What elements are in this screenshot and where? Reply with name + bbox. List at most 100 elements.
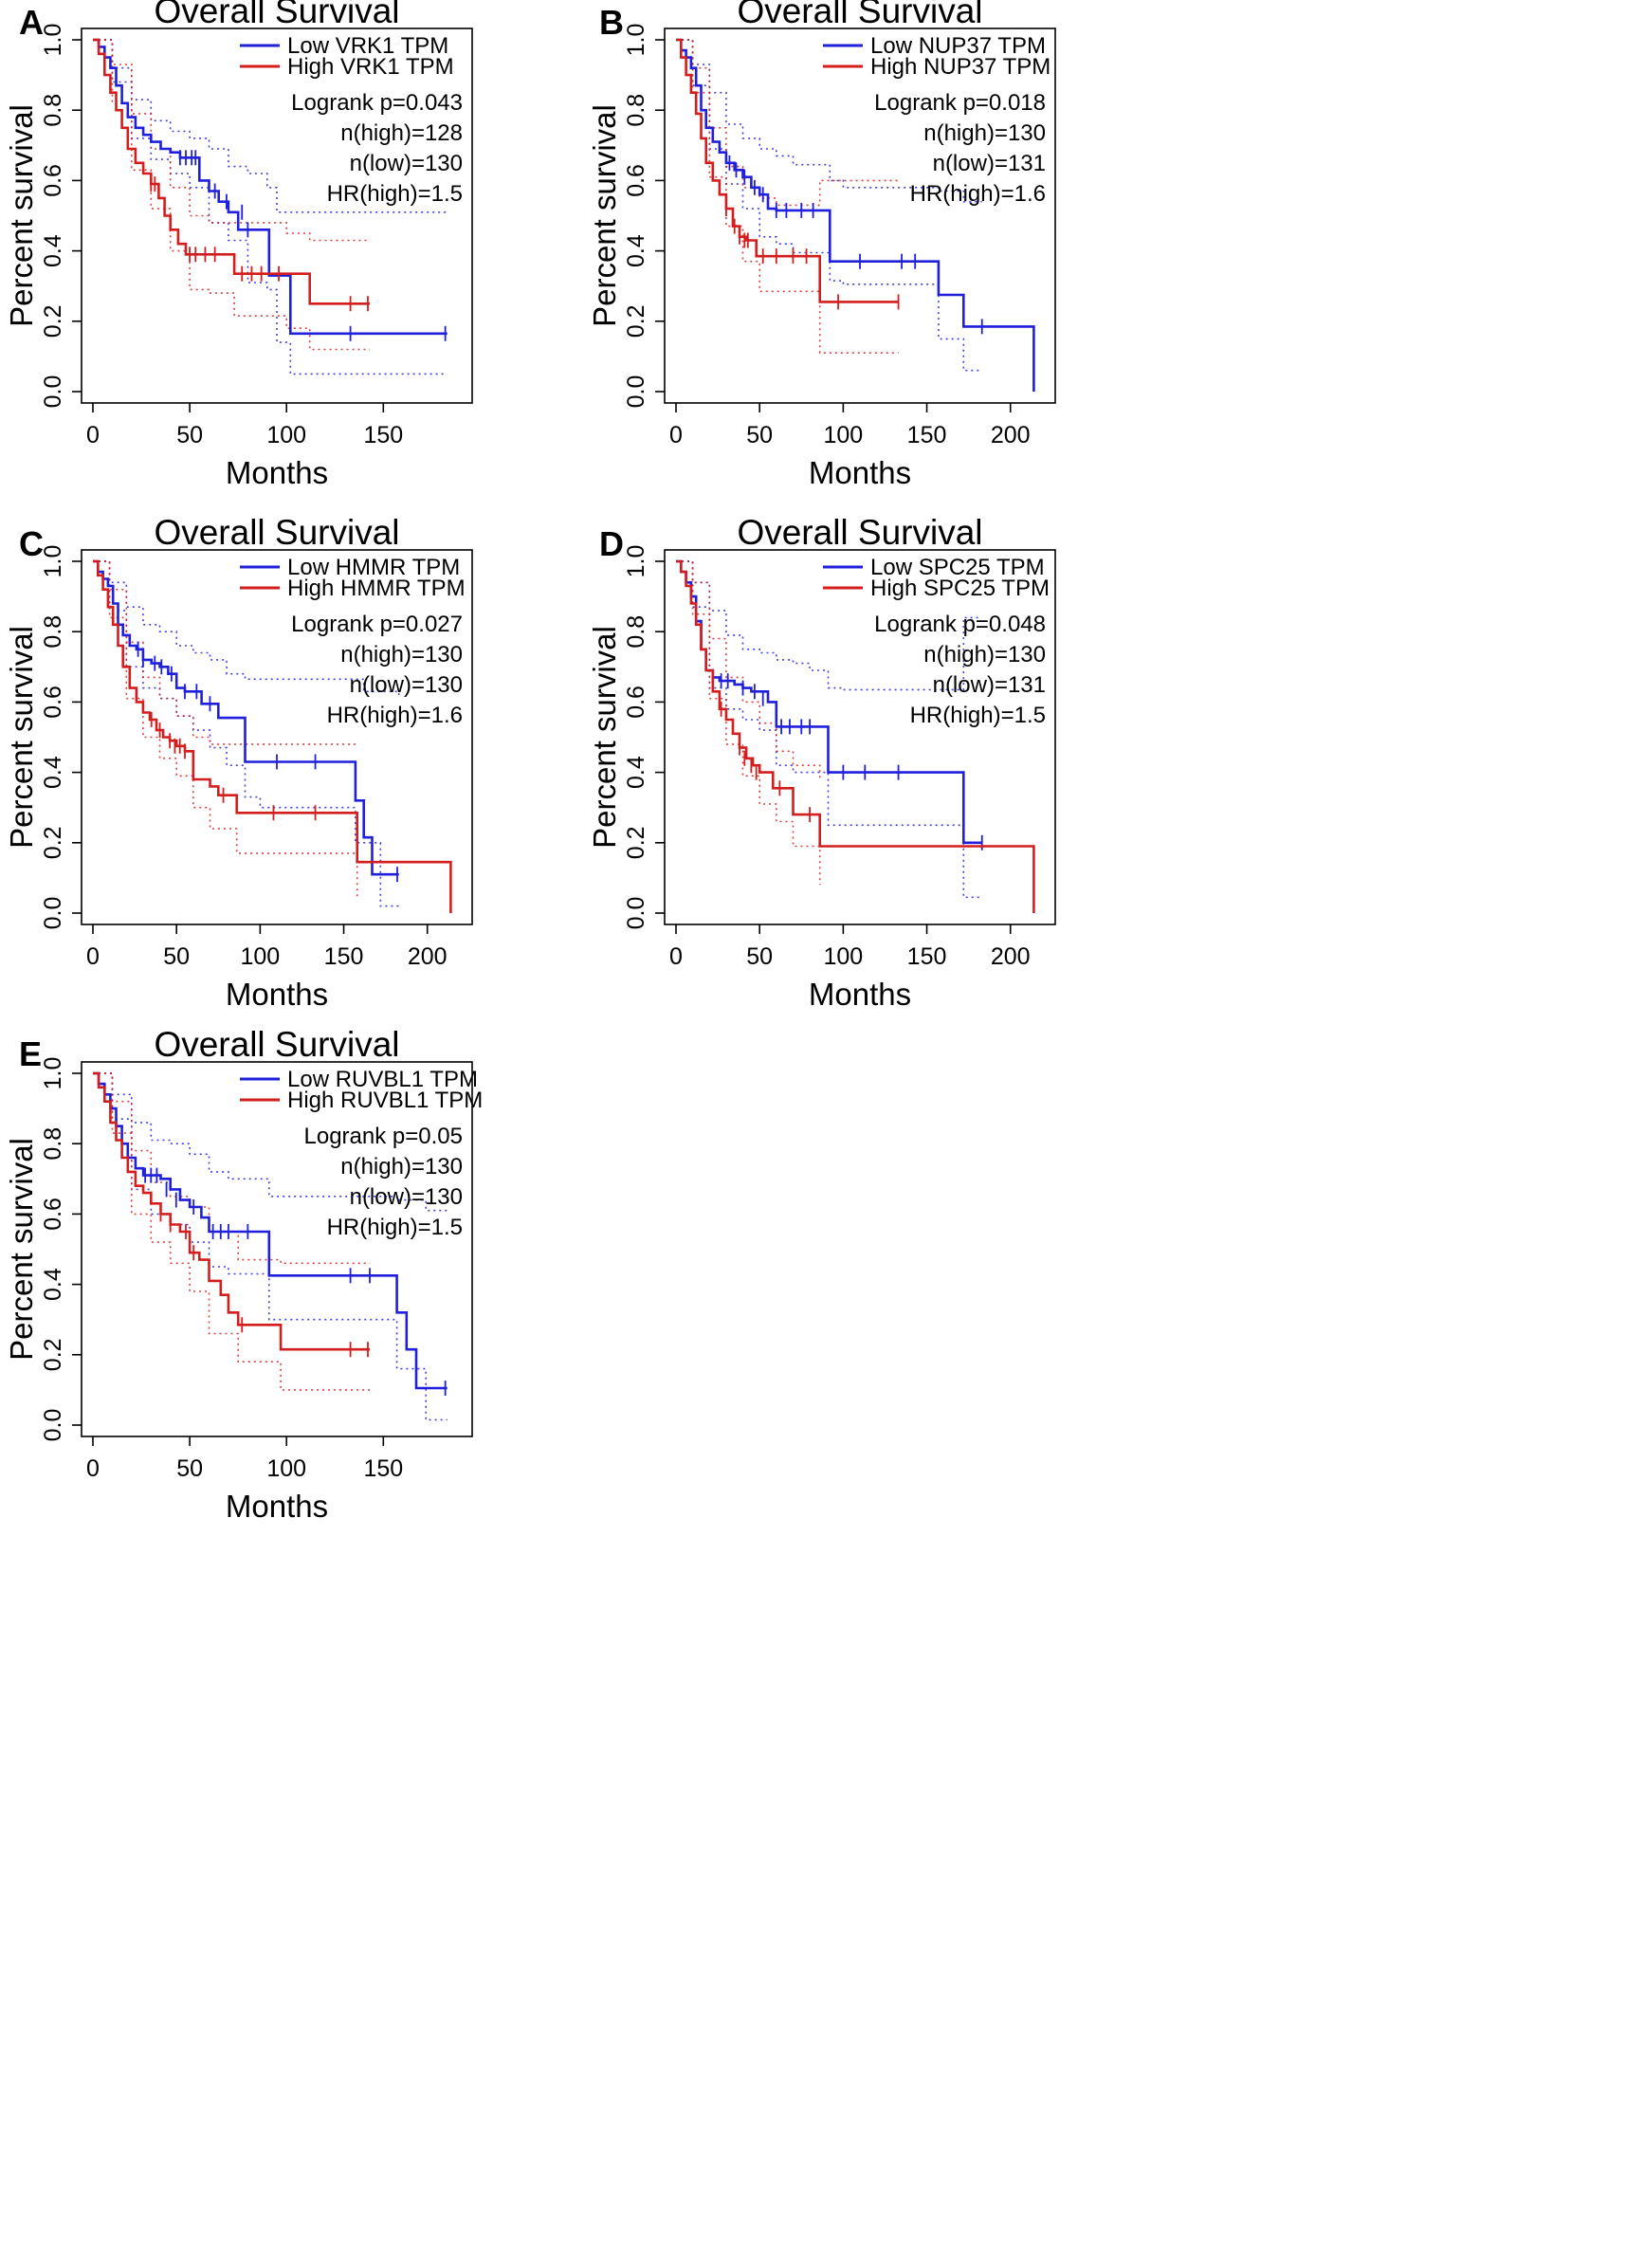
legend-label: High RUVBL1 TPM — [287, 1088, 483, 1113]
x-tick-label: 50 — [746, 422, 773, 448]
stat-text: HR(high)=1.6 — [910, 181, 1046, 207]
confidence-band-line — [93, 39, 448, 213]
legend-label: Low NUP37 TPM — [870, 33, 1046, 59]
y-tick-label: 0.8 — [623, 615, 649, 649]
confidence-band-line — [93, 1072, 448, 1212]
survival-curve — [93, 38, 448, 336]
stat-text: Logrank p=0.048 — [874, 612, 1046, 637]
stat-text: n(low)=131 — [933, 672, 1046, 698]
x-tick-label: 150 — [324, 943, 364, 970]
survival-curve — [93, 559, 452, 913]
stat-text: HR(high)=1.5 — [910, 703, 1046, 728]
stat-text: Logrank p=0.05 — [304, 1124, 463, 1149]
stat-text: n(high)=130 — [923, 642, 1046, 668]
stat-text: n(low)=130 — [350, 672, 463, 698]
confidence-band-line — [93, 39, 370, 242]
y-tick-label: 0.0 — [40, 375, 66, 409]
x-tick-label: 100 — [824, 943, 864, 970]
x-tick-label: 50 — [746, 943, 773, 970]
stat-text: n(high)=130 — [340, 642, 463, 668]
y-tick-label: 0.8 — [40, 94, 66, 127]
confidence-band-line — [676, 560, 821, 886]
legend-label: High VRK1 TPM — [287, 54, 454, 80]
x-tick-label: 150 — [363, 422, 403, 448]
survival-curve — [676, 38, 1035, 392]
legend-label: High NUP37 TPM — [870, 54, 1051, 80]
y-tick-label: 0.0 — [40, 1409, 66, 1442]
x-tick-label: 200 — [991, 422, 1031, 448]
x-tick-label: 200 — [991, 943, 1031, 970]
x-tick-label: 100 — [266, 1455, 306, 1482]
chart-title: Overall Survival — [154, 513, 399, 552]
panel-label: C — [19, 524, 44, 563]
confidence-band-line — [93, 1072, 370, 1265]
y-axis-title: Percent survival — [4, 626, 39, 849]
stat-text: HR(high)=1.5 — [327, 181, 463, 207]
stat-text: HR(high)=1.6 — [327, 703, 463, 728]
chart-panel-d: D Overall Survival 0 50 100 150 200 0.0 0.2 0.4 0.… — [587, 513, 1056, 1012]
stat-text: n(low)=130 — [350, 1184, 463, 1210]
plot-frame — [664, 27, 1056, 404]
legend-label: Low HMMR TPM — [287, 555, 460, 580]
x-axis-title: Months — [226, 455, 328, 490]
x-tick-label: 0 — [86, 943, 100, 970]
y-tick-label: 0.0 — [623, 897, 649, 930]
stat-text: n(high)=128 — [340, 120, 463, 146]
x-tick-label: 0 — [669, 943, 683, 970]
y-tick-label: 0.2 — [40, 304, 66, 338]
y-tick-label: 0.6 — [623, 164, 649, 197]
y-tick-label: 0.4 — [623, 234, 649, 267]
x-tick-label: 100 — [824, 422, 864, 448]
stat-text: Logrank p=0.027 — [291, 612, 463, 637]
survival-curve — [93, 38, 370, 305]
x-tick-label: 100 — [266, 422, 306, 448]
chart-title: Overall Survival — [737, 0, 982, 30]
y-tick-label: 0.0 — [623, 375, 649, 409]
y-tick-label: 0.8 — [40, 615, 66, 649]
confidence-band-line — [676, 39, 899, 354]
stat-text: n(low)=130 — [350, 151, 463, 176]
x-tick-label: 200 — [408, 943, 448, 970]
chart-title: Overall Survival — [737, 513, 982, 552]
legend-label: Low SPC25 TPM — [870, 555, 1045, 580]
y-tick-label: 0.6 — [623, 686, 649, 719]
survival-curve — [676, 559, 1035, 913]
survival-curve — [93, 559, 399, 876]
stat-text: n(high)=130 — [340, 1154, 463, 1180]
x-tick-label: 150 — [907, 943, 947, 970]
x-tick-label: 50 — [176, 1455, 203, 1482]
confidence-band-line — [93, 560, 358, 900]
y-axis-title: Percent survival — [4, 104, 39, 327]
x-tick-label: 150 — [907, 422, 947, 448]
chart-panel-b: B Overall Survival 0 50 100 150 200 0.0 0.2 0.4 0.… — [587, 0, 1056, 490]
x-axis-title: Months — [226, 977, 328, 1012]
y-axis-title: Percent survival — [587, 104, 622, 327]
y-tick-label: 0.4 — [623, 756, 649, 789]
x-tick-label: 0 — [86, 422, 100, 448]
x-tick-label: 50 — [176, 422, 203, 448]
y-tick-label: 1.0 — [40, 545, 66, 578]
panel-label: A — [19, 3, 44, 42]
legend-label: Low VRK1 TPM — [287, 33, 448, 59]
x-tick-label: 0 — [86, 1455, 100, 1482]
y-tick-label: 0.8 — [623, 94, 649, 127]
y-tick-label: 0.4 — [40, 756, 66, 789]
y-tick-label: 1.0 — [623, 24, 649, 57]
x-tick-label: 100 — [241, 943, 281, 970]
y-tick-label: 0.4 — [40, 1268, 66, 1301]
y-tick-label: 0.6 — [40, 1198, 66, 1231]
chart-panel-e: E Overall Survival 0 50 100 150 0.0 0.2 0.4 0.6 0.… — [4, 1025, 483, 1524]
y-axis-title: Percent survival — [4, 1138, 39, 1361]
y-tick-label: 0.2 — [40, 1338, 66, 1371]
legend-label: Low RUVBL1 TPM — [287, 1067, 478, 1092]
panel-label: B — [599, 3, 624, 42]
survival-curve — [93, 1071, 448, 1390]
y-tick-label: 0.2 — [623, 304, 649, 338]
y-tick-label: 0.2 — [623, 826, 649, 859]
y-tick-label: 1.0 — [40, 24, 66, 57]
